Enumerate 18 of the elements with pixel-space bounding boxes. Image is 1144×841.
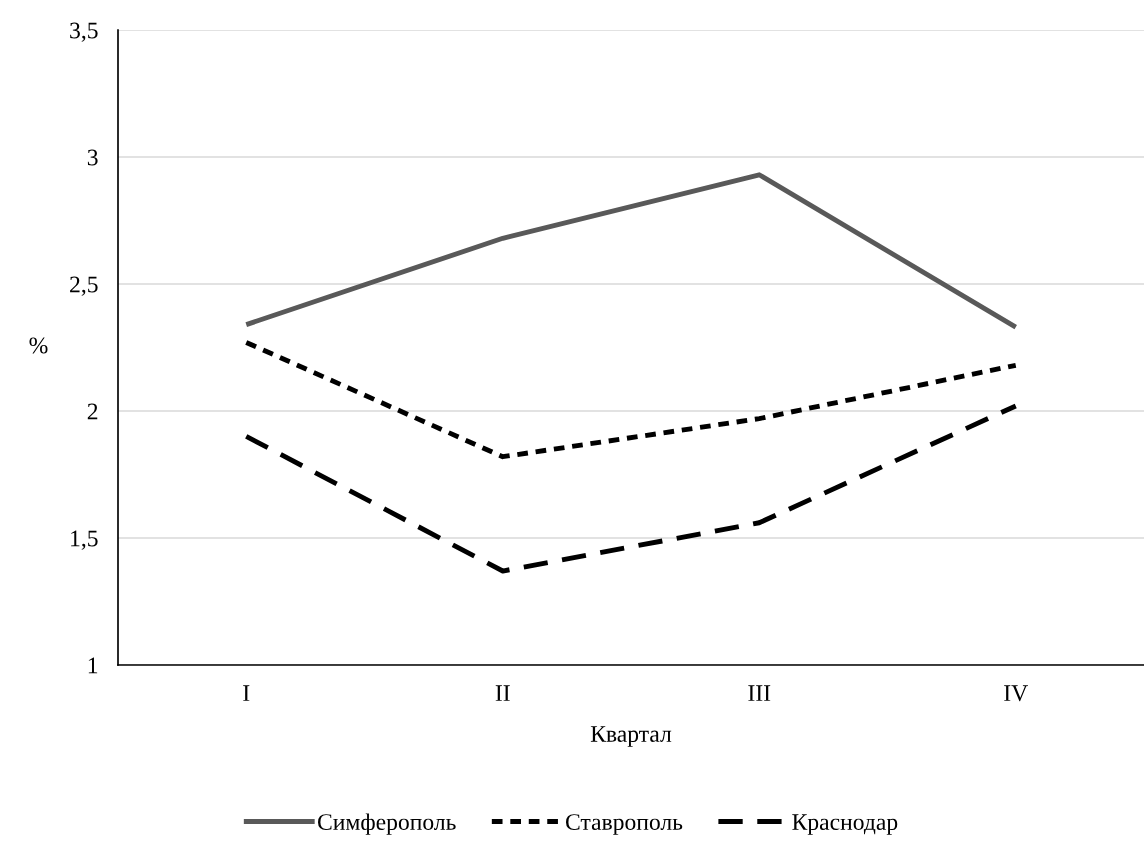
y-tick-label: 3: [87, 149, 98, 166]
line-series: [243, 403, 1019, 574]
y-tick-label: 1,5: [71, 530, 98, 550]
line-series: [243, 172, 1019, 330]
x-tick-label: I: [243, 685, 250, 701]
legend-label: Краснодар: [792, 814, 898, 835]
y-axis-title: %: [29, 337, 48, 354]
x-tick-label: III: [748, 685, 771, 701]
y-tick-label: 2: [87, 403, 98, 420]
y-tick-label: 2,5: [70, 276, 98, 296]
x-axis-title: Квартал: [590, 726, 672, 747]
legend-label: Ставрополь: [566, 814, 683, 835]
y-tick-label: 1: [88, 657, 98, 674]
x-tick-label: II: [495, 685, 510, 701]
legend-label: Симферополь: [318, 813, 456, 835]
y-tick-label: 3,5: [70, 22, 98, 42]
line-series: [243, 339, 1019, 460]
x-tick-label: IV: [1004, 685, 1028, 702]
